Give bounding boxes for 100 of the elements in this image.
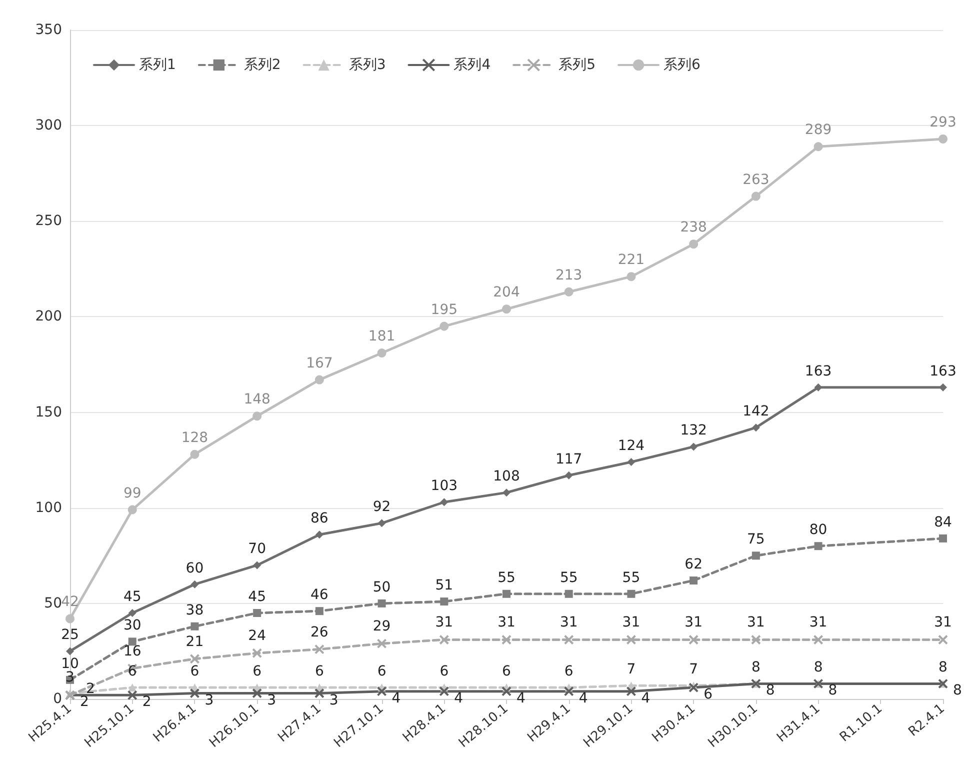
data-label: 30 [123,618,142,634]
point [128,505,137,514]
point [376,638,387,649]
point [938,634,948,645]
point [190,654,200,664]
data-label: 55 [560,570,578,586]
data-label: 4 [454,690,464,706]
point [314,688,324,698]
data-label: 92 [372,499,391,516]
data-label: 99 [123,485,142,502]
data-label: 8 [814,660,823,676]
data-label: 46 [310,587,328,604]
data-label: 6 [704,686,713,703]
point [502,686,512,696]
data-label: 6 [502,664,512,680]
point [750,634,761,645]
point [627,590,636,598]
data-label: 62 [684,556,702,572]
point [127,690,138,700]
legend-label: 系列1 [139,57,176,73]
point [439,686,450,696]
point [253,608,262,617]
point [690,442,698,451]
point [938,134,948,144]
data-label: 86 [310,510,328,527]
point [688,682,699,693]
point [752,424,760,432]
point [315,530,324,539]
y-tick-label: 300 [35,118,62,134]
point [627,458,636,466]
data-label: 84 [934,514,952,530]
data-label: 124 [618,438,645,454]
point [315,607,324,616]
data-label: 42 [61,594,79,610]
data-label: 75 [747,532,765,548]
data-label: 289 [804,122,832,138]
point [440,498,448,506]
legend-label: 系列4 [454,57,491,73]
data-label: 55 [622,570,640,586]
data-label: 142 [742,404,770,420]
point [690,576,698,584]
data-label: 2 [142,694,152,710]
data-label: 4 [641,690,650,706]
y-tick-label: 350 [35,22,62,38]
point [502,634,512,645]
point [813,634,824,645]
point [190,580,199,588]
data-label: 31 [809,614,828,631]
data-label: 181 [368,328,396,345]
data-label: 31 [684,614,702,631]
data-label: 263 [742,172,770,188]
legend-label: 系列3 [348,57,386,73]
point [128,684,136,692]
y-tick-label: 100 [35,500,62,516]
point [128,608,136,617]
data-label: 50 [372,579,391,596]
data-label: 7 [689,662,698,678]
point [66,647,74,656]
data-label: 103 [430,478,458,494]
point [66,614,74,624]
point [502,488,510,497]
point [314,644,324,654]
data-label: 24 [248,628,266,644]
point [751,192,760,201]
data-label: 60 [186,560,204,576]
data-label: 293 [930,114,956,130]
data-label: 163 [804,363,832,380]
data-label: 128 [181,430,208,446]
point [564,471,573,480]
data-label: 7 [626,662,636,678]
point [314,375,324,384]
point [814,383,822,392]
data-label: 4 [392,690,401,706]
data-label: 3 [329,692,338,708]
data-label: 4 [578,690,588,706]
data-label: 6 [564,664,574,680]
data-label: 8 [766,682,775,699]
data-label: 29 [372,618,391,635]
data-label: 8 [953,682,962,699]
point [252,648,262,658]
data-label: 31 [622,614,640,631]
legend-label: 系列2 [244,57,281,73]
data-label: 204 [493,284,520,301]
data-label: 45 [248,588,266,605]
point [564,634,574,645]
point [626,634,636,645]
point [626,272,636,282]
data-label: 55 [498,570,516,586]
data-label: 108 [493,468,520,485]
point [376,686,387,696]
data-label: 148 [244,392,270,408]
point [440,322,449,331]
data-label: 6 [128,664,137,680]
y-tick-label: 0 [53,691,62,707]
data-label: 3 [267,692,276,708]
data-label: 132 [680,422,707,439]
point [253,561,262,570]
point [564,287,574,296]
data-label: 167 [306,355,333,372]
data-label: 2 [80,694,89,710]
